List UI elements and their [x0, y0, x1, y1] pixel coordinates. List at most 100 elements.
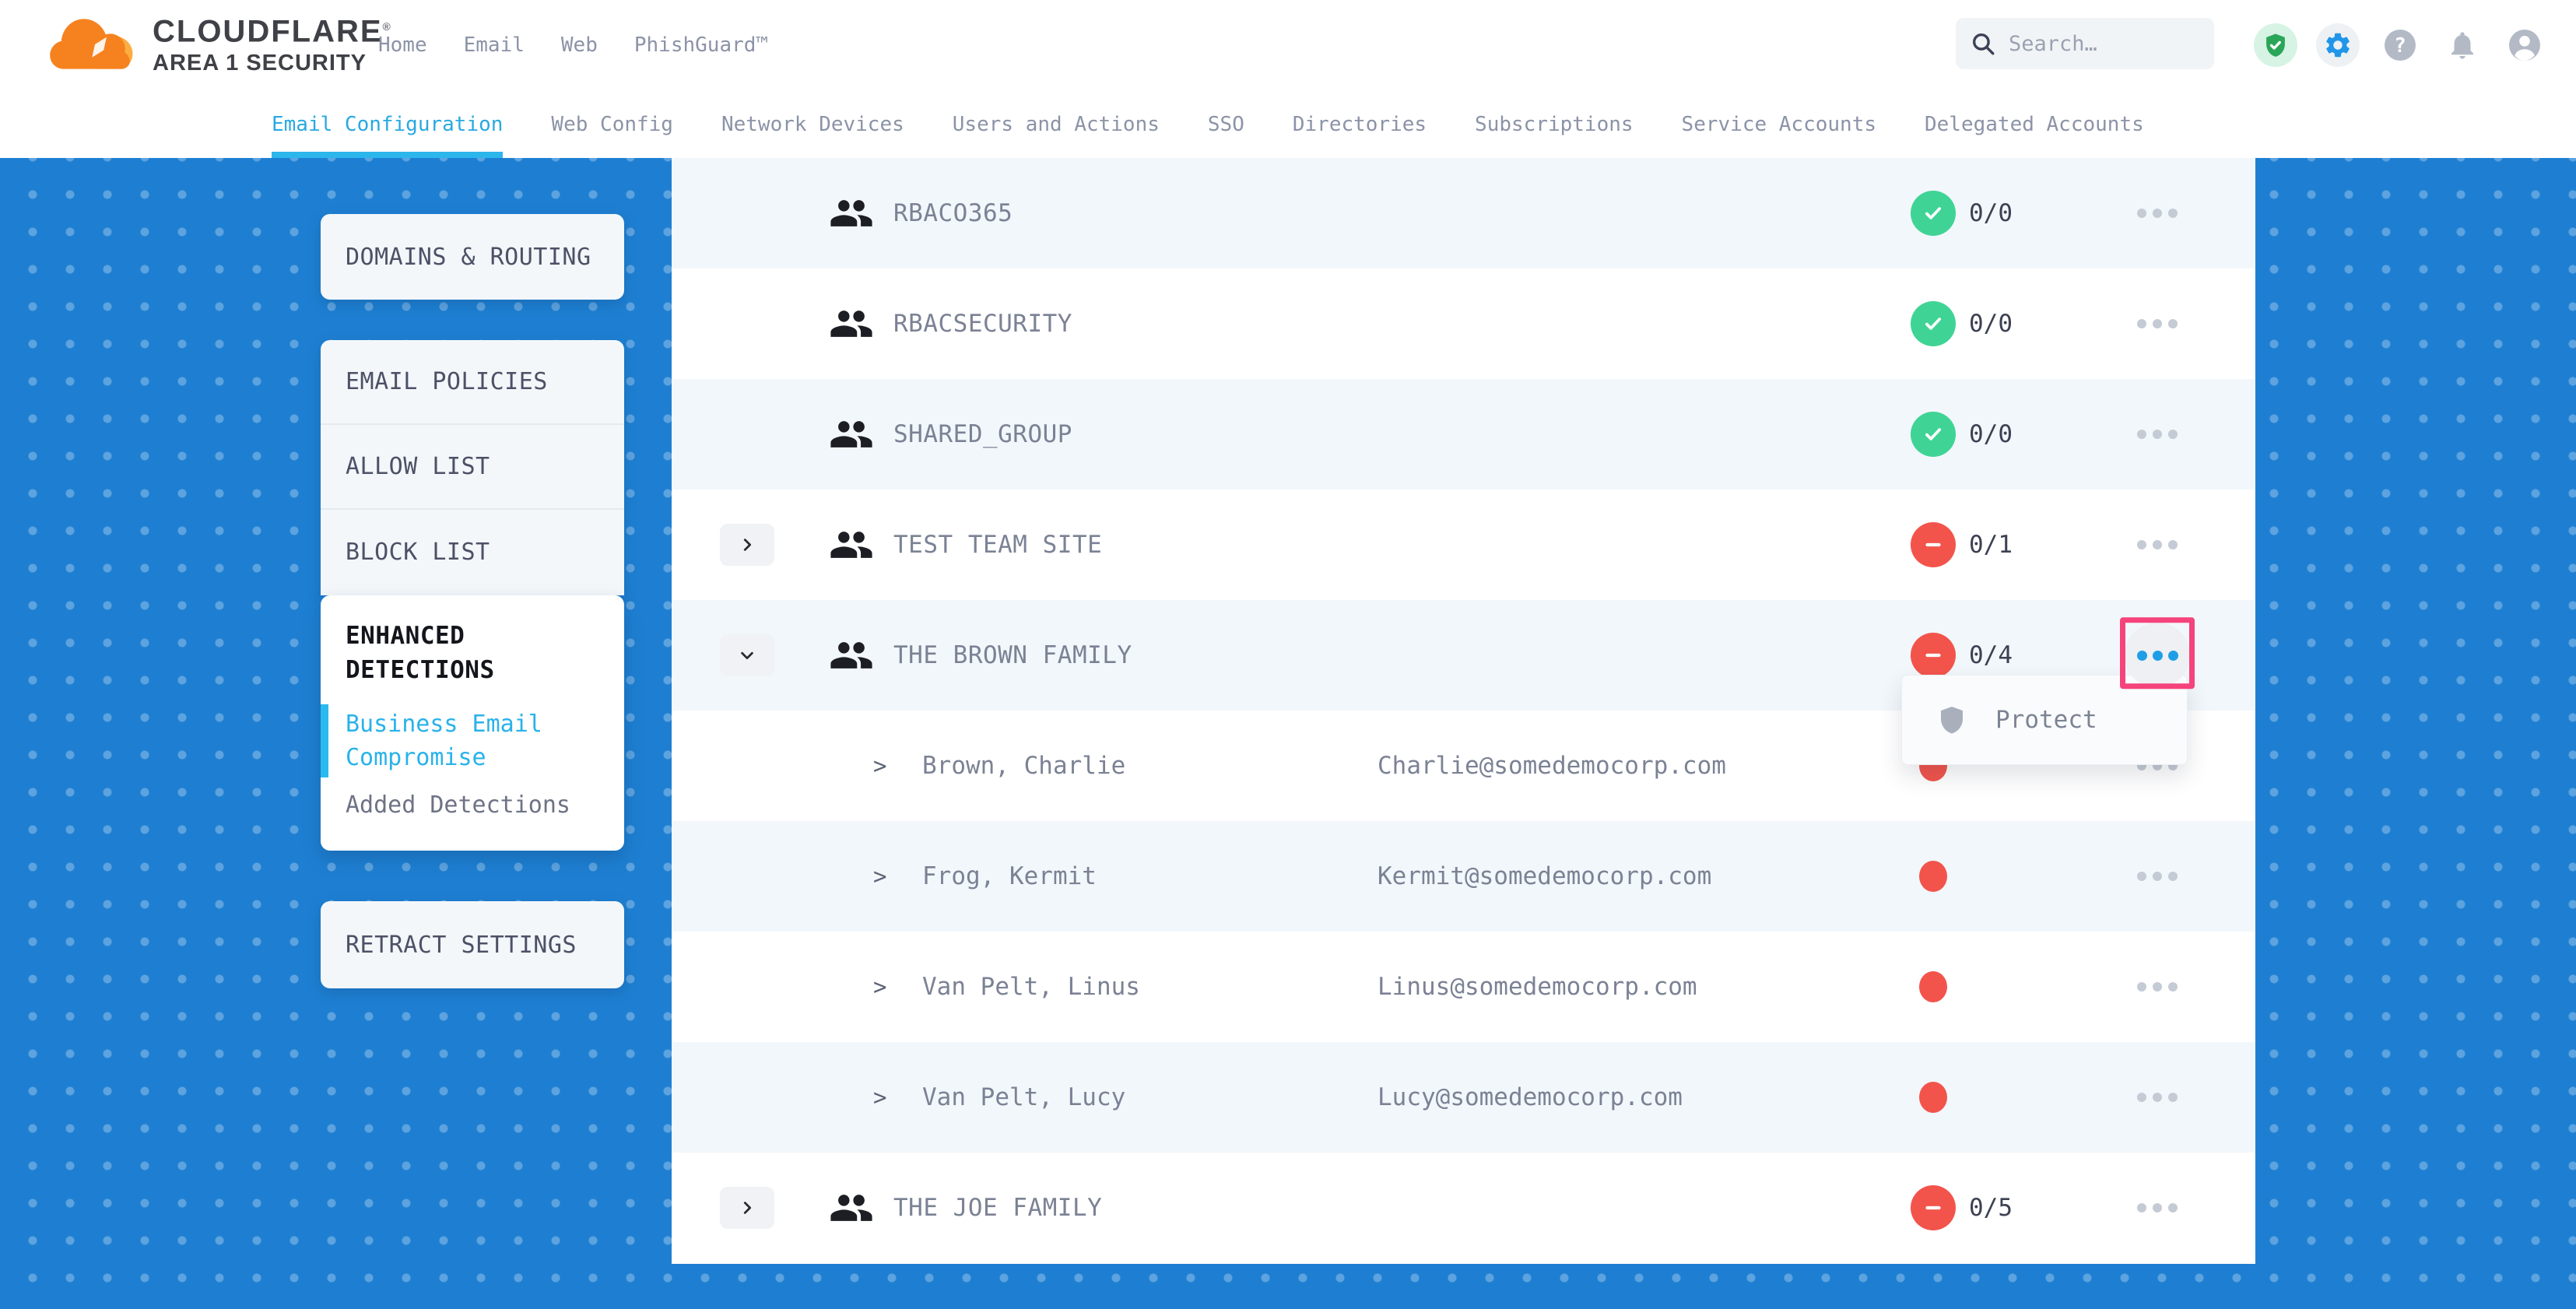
row-menu-button[interactable] — [2137, 540, 2178, 549]
config-tabs: Email Configuration Web Config Network D… — [0, 90, 2576, 158]
user-name: Van Pelt, Linus — [922, 973, 1140, 1001]
table-row-van-pelt-linus[interactable]: > Van Pelt, Linus Linus@somedemocorp.com — [672, 932, 2255, 1042]
sidebar-item-retract-settings[interactable]: RETRACT SETTINGS — [321, 901, 624, 988]
status-badge-unprotected — [1911, 633, 1956, 678]
sidebar-item-block-list[interactable]: BLOCK LIST — [346, 539, 490, 566]
expand-button[interactable] — [720, 1187, 774, 1229]
user-chevron-icon: > — [873, 863, 887, 890]
tab-network-devices[interactable]: Network Devices — [721, 112, 904, 136]
tab-email-configuration[interactable]: Email Configuration — [272, 90, 504, 158]
protect-menu: Protect — [1901, 675, 2188, 765]
enhanced-detections-title: ENHANCED DETECTIONS — [346, 622, 495, 684]
status-dot-unprotected — [1919, 971, 1947, 1002]
tab-sso[interactable]: SSO — [1207, 112, 1244, 136]
protected-count: 0/0 — [1969, 420, 2013, 448]
menu-item-protect[interactable]: Protect — [1995, 706, 2097, 734]
table-row-van-pelt-lucy[interactable]: > Van Pelt, Lucy Lucy@somedemocorp.com — [672, 1042, 2255, 1153]
status-badge-unprotected — [1911, 522, 1956, 567]
user-email: Charlie@somedemocorp.com — [1377, 752, 1726, 780]
table-row-frog-kermit[interactable]: > Frog, Kermit Kermit@somedemocorp.com — [672, 821, 2255, 932]
sidebar-item-added-detections[interactable]: Added Detections — [346, 791, 570, 819]
nav-item-phishguard[interactable]: PhishGuard™ — [633, 33, 769, 57]
row-menu-button[interactable] — [2137, 1203, 2178, 1212]
group-name: TEST TEAM SITE — [893, 531, 1103, 559]
nav-item-email[interactable]: Email — [463, 33, 525, 57]
tab-directories[interactable]: Directories — [1292, 112, 1427, 136]
chevron-down-icon — [741, 651, 753, 660]
status-badge-protected — [1911, 412, 1956, 457]
group-name: THE BROWN FAMILY — [893, 641, 1132, 669]
row-menu-button-active[interactable] — [2125, 623, 2190, 688]
group-name: THE JOE FAMILY — [893, 1194, 1103, 1222]
user-name: Frog, Kermit — [922, 862, 1097, 890]
nav-item-web[interactable]: Web — [560, 33, 598, 57]
user-chevron-icon: > — [873, 974, 887, 1000]
row-menu-button[interactable] — [2137, 209, 2178, 218]
table-row-rbacsecurity[interactable]: RBACSECURITY 0/0 — [672, 268, 2255, 379]
tab-delegated-accounts[interactable]: Delegated Accounts — [1925, 112, 2144, 136]
status-badge-unprotected — [1911, 1185, 1956, 1230]
search-input[interactable] — [2009, 31, 2200, 56]
user-chevron-icon: > — [873, 1084, 887, 1111]
row-menu-button[interactable] — [2137, 982, 2178, 991]
user-icon[interactable] — [2503, 23, 2546, 67]
user-name: Van Pelt, Lucy — [922, 1083, 1126, 1111]
row-menu-button[interactable] — [2137, 872, 2178, 881]
help-icon[interactable]: ? — [2378, 23, 2422, 67]
group-icon — [829, 412, 874, 457]
sidebar-item-business-email-compromise[interactable]: Business Email Compromise — [321, 704, 599, 777]
table-row-test-team-site[interactable]: TEST TEAM SITE 0/1 — [672, 490, 2255, 600]
protected-count: 0/4 — [1969, 641, 2013, 669]
top-nav: Home Email Web PhishGuard™ — [378, 0, 768, 90]
row-menu-button[interactable] — [2137, 1093, 2178, 1102]
group-name: RBACO365 — [893, 199, 1013, 227]
cloudflare-logo: CLOUDFLARE® AREA 1 SECURITY — [48, 8, 392, 76]
table-row-rbaco365[interactable]: RBACO365 0/0 — [672, 158, 2255, 268]
sidebar-item-domains-routing[interactable]: DOMAINS & ROUTING — [321, 214, 624, 300]
shield-check-icon[interactable] — [2254, 23, 2297, 67]
user-name: Brown, Charlie — [922, 752, 1126, 780]
protected-count: 0/5 — [1969, 1194, 2013, 1222]
sidebar-item-allow-list[interactable]: ALLOW LIST — [321, 425, 624, 510]
search-box[interactable] — [1956, 18, 2214, 69]
shield-icon — [1941, 707, 1963, 734]
collapse-button[interactable] — [720, 634, 774, 676]
status-badge-protected — [1911, 301, 1956, 346]
expand-button[interactable] — [720, 524, 774, 566]
group-icon — [829, 633, 874, 678]
group-name: SHARED_GROUP — [893, 420, 1072, 448]
row-menu-button[interactable] — [2137, 430, 2178, 439]
user-email: Lucy@somedemocorp.com — [1377, 1083, 1683, 1111]
gear-icon[interactable] — [2316, 23, 2360, 67]
highlight-annotation — [2120, 617, 2195, 690]
chevron-right-icon — [743, 1202, 752, 1214]
bell-icon[interactable] — [2441, 23, 2484, 67]
groups-table: RBACO365 0/0 RBACSECURITY 0/0 SHARED_GRO… — [672, 158, 2255, 1264]
group-icon — [829, 191, 874, 236]
tab-web-config[interactable]: Web Config — [551, 112, 673, 136]
table-row-shared-group[interactable]: SHARED_GROUP 0/0 — [672, 379, 2255, 490]
user-email: Kermit@somedemocorp.com — [1377, 862, 1712, 890]
group-icon — [829, 1185, 874, 1230]
search-icon — [1972, 33, 1995, 55]
sidebar-item-email-policies[interactable]: EMAIL POLICIES — [321, 340, 624, 425]
status-dot-unprotected — [1919, 1082, 1947, 1113]
tab-service-accounts[interactable]: Service Accounts — [1681, 112, 1876, 136]
chevron-right-icon — [743, 539, 752, 551]
table-row-brown-charlie[interactable]: > Brown, Charlie Charlie@somedemocorp.co… — [672, 711, 2255, 821]
registered-mark: ® — [382, 20, 392, 33]
protected-count: 0/1 — [1969, 531, 2013, 559]
row-menu-button[interactable] — [2137, 319, 2178, 328]
group-icon — [829, 301, 874, 346]
tab-users-and-actions[interactable]: Users and Actions — [952, 112, 1160, 136]
protected-count: 0/0 — [1969, 199, 2013, 227]
tab-subscriptions[interactable]: Subscriptions — [1475, 112, 1634, 136]
logo-title: CLOUDFLARE® — [153, 14, 392, 49]
sidebar-policies-card: EMAIL POLICIES ALLOW LIST BLOCK LIST — [321, 340, 624, 595]
status-dot-unprotected — [1919, 861, 1947, 892]
header-icons: ? — [2254, 0, 2546, 90]
logo-subtitle: AREA 1 SECURITY — [153, 51, 367, 76]
user-email: Linus@somedemocorp.com — [1377, 973, 1697, 1001]
table-row-the-joe-family[interactable]: THE JOE FAMILY 0/5 — [672, 1153, 2255, 1263]
nav-item-home[interactable]: Home — [378, 33, 427, 57]
